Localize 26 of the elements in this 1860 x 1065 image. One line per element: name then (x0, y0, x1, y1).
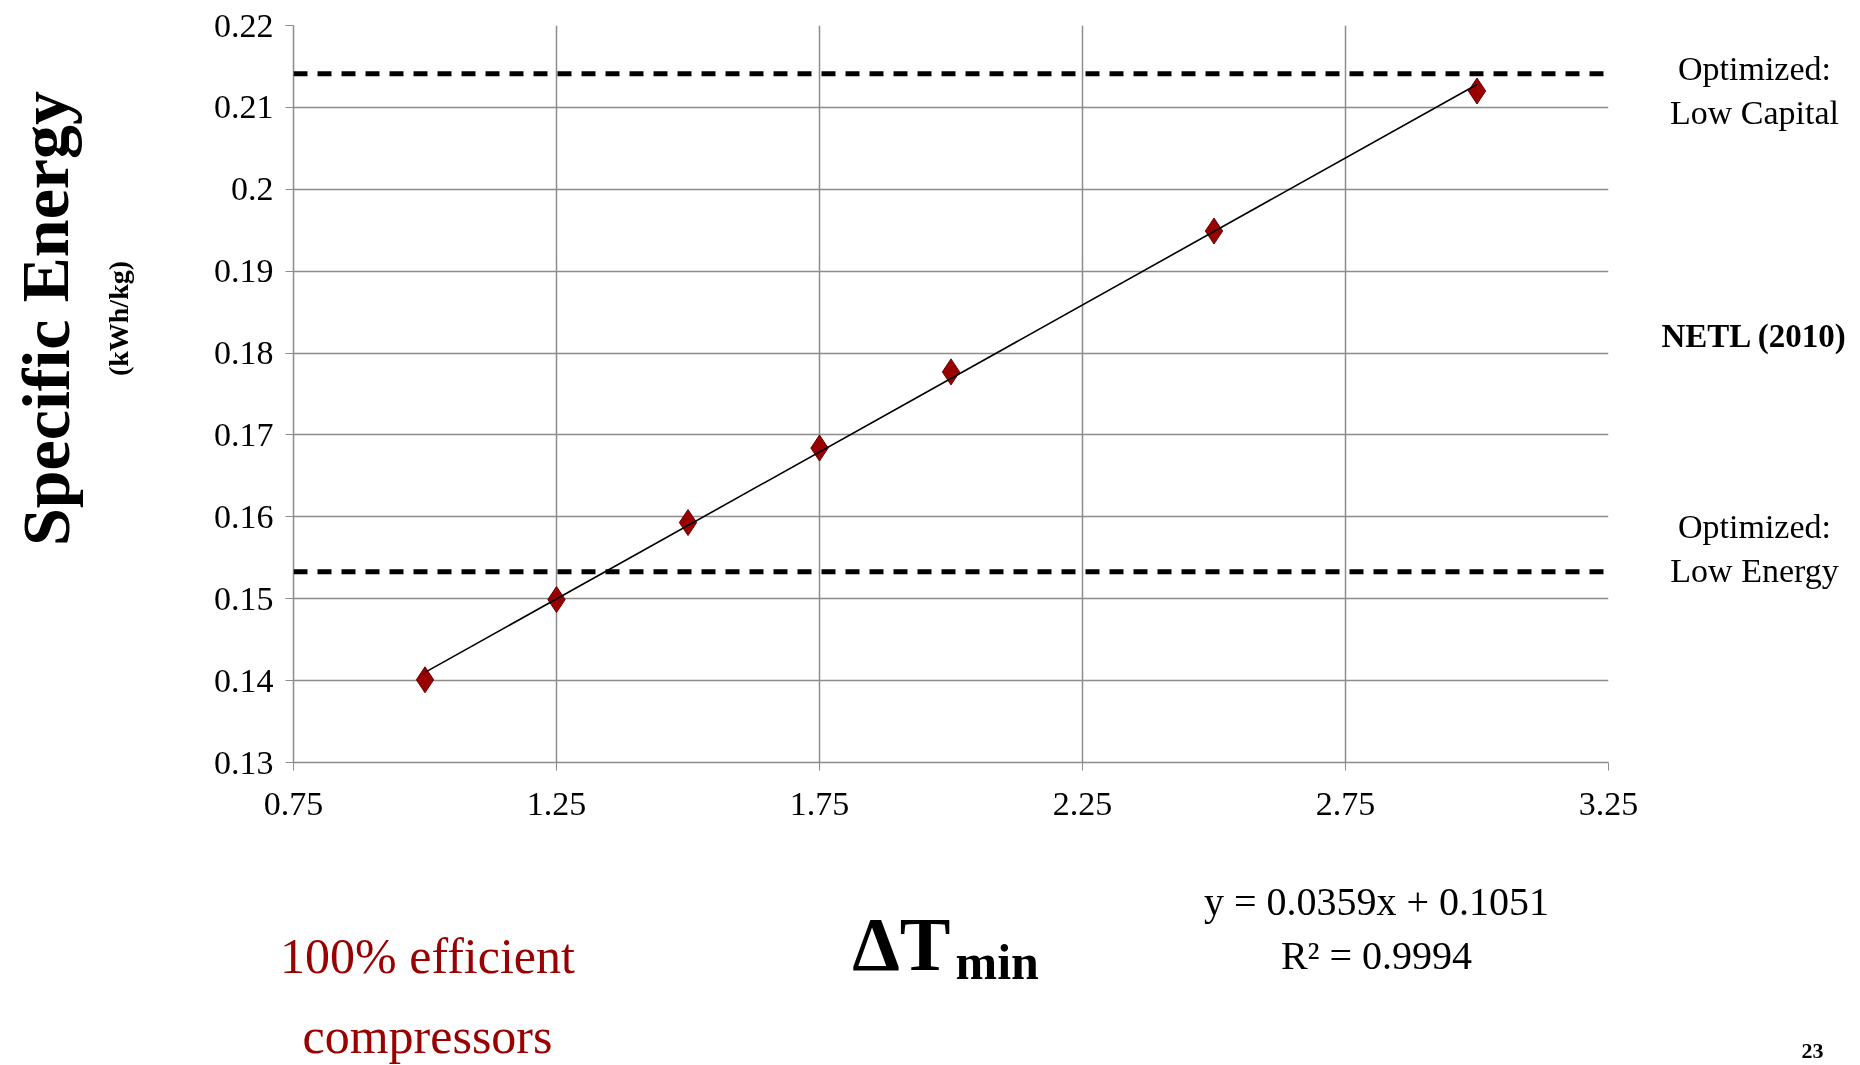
point (941, 358, 961, 386)
point (1467, 77, 1487, 105)
x-tick-label: 1.75 (789, 784, 850, 822)
y-tick-label: 0.14 (214, 661, 274, 699)
x-tick-label: 1.25 (526, 784, 587, 822)
text: 23 (1801, 1037, 1824, 1063)
y-tick-label: 0.16 (214, 497, 274, 535)
y-axis-title: Specific Energy (kWh/kg) (7, 90, 134, 547)
text: Optimized: Low Capital (1669, 49, 1840, 132)
y-tick-label: 0.2 (231, 170, 274, 208)
point (415, 666, 435, 694)
x-tick-label: 2.75 (1315, 784, 1376, 822)
x-tick-label: 0.75 (263, 784, 324, 822)
y-tick-label: 0.19 (214, 252, 274, 290)
text: NETL (2010) (1661, 318, 1846, 356)
text: y = 0.0359x + 0.1051 R² = 0.9994 (1203, 879, 1550, 978)
text: Optimized: Low Energy (1670, 507, 1839, 590)
y-tick-label: 0.18 (214, 334, 274, 372)
y-tick-label: 0.21 (214, 88, 274, 126)
y-tick-label: 0.13 (214, 743, 274, 781)
y-tick-label: 0.22 (214, 6, 274, 44)
y-tick-label: 0.17 (214, 415, 274, 453)
x-tick-label: 2.25 (1052, 784, 1113, 822)
y-tick-label: 0.15 (214, 579, 274, 617)
x-tick-label: 3.25 (1578, 784, 1639, 822)
text: 100% efficient compressors (280, 927, 576, 1064)
